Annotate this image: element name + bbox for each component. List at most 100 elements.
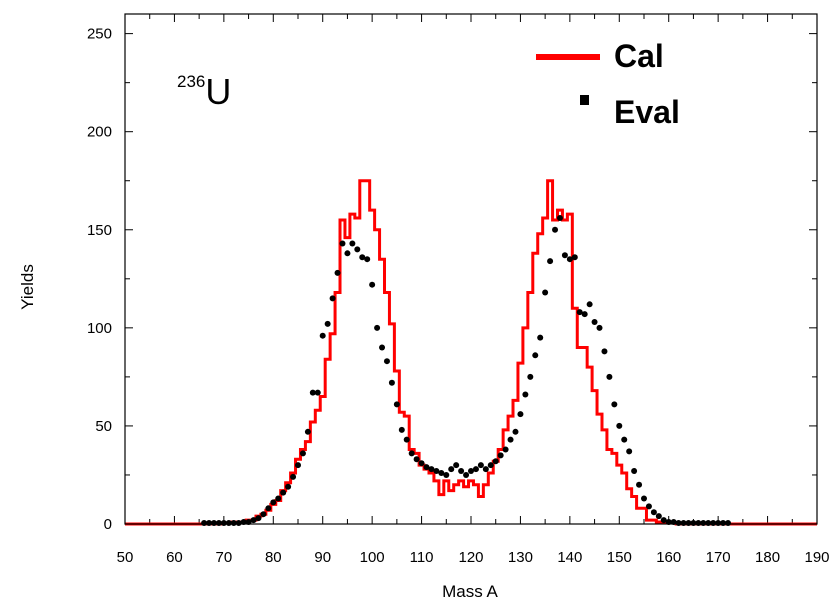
eval-point <box>621 436 628 443</box>
y-tick-label: 250 <box>87 26 112 43</box>
eval-point <box>344 250 351 257</box>
eval-point <box>522 391 529 398</box>
eval-point <box>428 466 435 473</box>
legend-cal-label: Cal <box>614 38 664 74</box>
eval-point <box>542 289 549 296</box>
eval-point <box>270 499 277 506</box>
cal-step-line <box>125 179 817 526</box>
eval-point <box>423 464 430 471</box>
plot-border <box>124 13 818 525</box>
eval-point <box>275 495 282 502</box>
eval-point <box>636 481 643 488</box>
eval-point <box>304 428 311 435</box>
eval-point <box>255 515 262 522</box>
y-axis-label: Yields <box>18 264 37 310</box>
x-tick-label: 110 <box>410 549 434 566</box>
eval-point <box>250 517 257 524</box>
eval-point <box>581 311 588 318</box>
eval-point <box>591 318 598 325</box>
eval-point <box>487 462 494 469</box>
eval-point <box>369 281 376 288</box>
x-tick-label: 170 <box>706 549 731 566</box>
eval-point <box>309 389 316 396</box>
x-tick-label: 140 <box>557 549 582 566</box>
eval-point <box>295 462 301 469</box>
eval-point <box>616 422 623 429</box>
eval-point <box>324 320 331 327</box>
eval-point <box>472 466 479 473</box>
eval-point <box>655 513 662 520</box>
eval-point <box>497 452 504 459</box>
eval-point <box>507 436 514 443</box>
eval-point <box>626 448 633 455</box>
eval-point <box>571 254 578 261</box>
eval-point <box>641 495 647 502</box>
eval-point <box>443 471 450 478</box>
eval-point <box>512 428 519 435</box>
nuclide-symbol: U <box>205 71 231 112</box>
axes: 50 60 70 80 90 100 110 120 130 140 150 160 170 180 190… <box>87 14 830 566</box>
eval-point <box>527 373 534 380</box>
eval-point <box>319 332 326 339</box>
eval-point <box>438 470 445 476</box>
eval-point <box>458 468 465 475</box>
series-cal <box>125 179 817 526</box>
eval-point <box>418 460 425 467</box>
y-tick-label: 100 <box>87 320 112 337</box>
eval-point <box>285 483 292 490</box>
x-tick-label: 50 <box>117 549 134 566</box>
x-tick-label: 160 <box>656 549 681 566</box>
eval-point <box>383 358 390 365</box>
eval-point <box>502 446 509 453</box>
series-eval <box>201 215 732 527</box>
eval-point <box>556 215 563 221</box>
eval-point <box>645 503 652 510</box>
eval-point <box>631 468 638 475</box>
x-tick-label: 130 <box>508 549 533 566</box>
eval-point <box>482 466 489 473</box>
eval-point <box>379 344 386 351</box>
x-tick-label: 70 <box>216 549 233 566</box>
eval-point <box>725 520 732 527</box>
eval-point <box>650 509 657 516</box>
eval-point <box>532 352 539 359</box>
eval-point <box>517 411 524 418</box>
eval-point <box>403 436 410 443</box>
x-tick-label: 100 <box>360 549 385 566</box>
eval-point <box>477 462 484 469</box>
x-tick-label: 90 <box>314 549 331 566</box>
eval-point <box>566 256 573 263</box>
eval-point <box>537 334 544 341</box>
eval-point <box>596 324 603 331</box>
eval-point <box>552 226 559 233</box>
y-tick-label: 150 <box>87 222 112 239</box>
eval-point <box>601 348 608 355</box>
x-tick-label: 120 <box>458 549 483 566</box>
legend-eval-swatch <box>580 95 589 105</box>
eval-point <box>561 252 568 259</box>
eval-point <box>314 389 321 396</box>
x-axis-label: Mass A <box>442 582 498 601</box>
x-tick-label: 150 <box>607 549 632 566</box>
x-tick-label: 190 <box>804 549 829 566</box>
eval-point <box>329 295 336 302</box>
eval-point <box>235 520 242 527</box>
x-tick-label: 60 <box>166 549 183 566</box>
x-tick-label: 80 <box>265 549 282 566</box>
eval-point <box>290 473 297 480</box>
eval-point <box>448 466 455 473</box>
legend: Cal Eval <box>536 38 680 130</box>
eval-point <box>265 505 272 512</box>
eval-point <box>349 240 356 247</box>
eval-point <box>547 258 554 265</box>
eval-point <box>299 450 306 457</box>
y-tick-label: 0 <box>104 516 112 533</box>
x-tick-label: 180 <box>755 549 780 566</box>
eval-point <box>408 450 415 457</box>
nuclide-mass-number: 236 <box>177 72 205 91</box>
eval-point <box>453 462 460 469</box>
eval-point <box>468 468 474 475</box>
eval-point <box>611 401 618 408</box>
eval-point <box>398 426 405 433</box>
